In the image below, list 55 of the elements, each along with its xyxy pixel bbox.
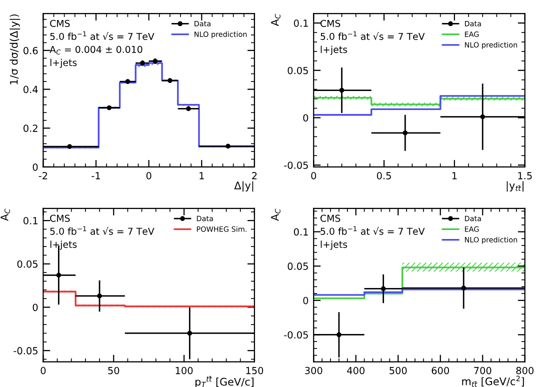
annotation: CMS: [320, 20, 340, 27]
x-tick-label: 0.5: [376, 172, 391, 180]
y-tick-label: -0.05: [14, 347, 38, 354]
y-tick-label: -0.05: [284, 331, 308, 339]
y-tick-label: 0.6: [24, 46, 38, 54]
y-tick-label: 0: [303, 114, 308, 122]
x-tick-label: 0: [311, 172, 316, 180]
annotation: CMS: [320, 214, 340, 222]
annotation: l+jets: [50, 58, 77, 68]
x-tick-label: 300: [305, 366, 322, 374]
x-axis-title: Δ|y|: [234, 181, 254, 192]
x-tick-label: -2: [38, 172, 48, 180]
x-tick-label: 1: [452, 172, 457, 180]
x-tick-label: 50: [108, 366, 120, 374]
annotation: 5.0 fb$^{−1}$ at √s = 7 TeV: [50, 31, 154, 40]
y-tick-label: 0.2: [24, 124, 38, 132]
y-tick-label: 0: [32, 163, 38, 171]
y-tick-label: 0.1: [24, 217, 38, 224]
annotation: CMS: [50, 20, 70, 27]
annotation: 5.0 fb$^{−1}$ at √s = 7 TeV: [50, 226, 154, 235]
annotation: 5.0 fb$^{−1}$ at √s = 7 TeV: [320, 31, 425, 40]
x-tick-label: 0: [40, 366, 46, 374]
x-tick-label: 1: [200, 172, 204, 180]
x-tick-label: 100: [176, 366, 193, 374]
y-tick-label: 0.05: [17, 260, 38, 268]
y-tick-label: 0: [303, 296, 308, 304]
y-axis-title: 1/σ dσ/d(Δ|y|): [10, 14, 20, 84]
x-tick-label: 700: [474, 366, 492, 374]
x-tick-label: 800: [516, 366, 534, 374]
y-tick-label: 0.05: [288, 262, 308, 270]
y-tick-label: 0.05: [288, 66, 308, 74]
x-tick-label: 600: [432, 366, 450, 374]
x-tick-label: -1: [92, 172, 100, 180]
y-tick-label: 0.1: [294, 228, 308, 236]
x-axis-title: |y$_{tt̄}$|: [506, 181, 524, 192]
x-tick-label: 0: [146, 172, 152, 180]
x-tick-label: 150: [246, 366, 264, 374]
x-tick-label: 2: [252, 172, 257, 180]
annotation: CMS: [50, 214, 70, 222]
y-axis-title: A$_{C}$: [271, 208, 280, 221]
annotation: l+jets: [50, 240, 77, 250]
y-axis-title: A$_{C}$: [271, 14, 280, 26]
y-tick-label: -0.05: [284, 162, 308, 169]
annotation: l+jets: [320, 46, 348, 55]
y-tick-label: 0.1: [294, 19, 308, 27]
y-tick-label: 0.4: [24, 86, 38, 94]
x-tick-label: 400: [347, 366, 364, 374]
annotation: 5.0 fb$^{−1}$ at √s = 7 TeV: [320, 226, 425, 235]
annotation: l+jets: [320, 240, 348, 250]
x-axis-title: m$_{tt̄}$ [GeV/c$^{2}$]: [462, 376, 524, 387]
y-axis-title: A$_{C}$: [0, 208, 10, 221]
x-tick-label: 500: [390, 366, 407, 374]
x-tick-label: 1.5: [518, 172, 532, 180]
y-tick-label: 0: [32, 304, 38, 312]
annotation: A$_{C}$ = 0.004 ± 0.010: [50, 46, 142, 55]
